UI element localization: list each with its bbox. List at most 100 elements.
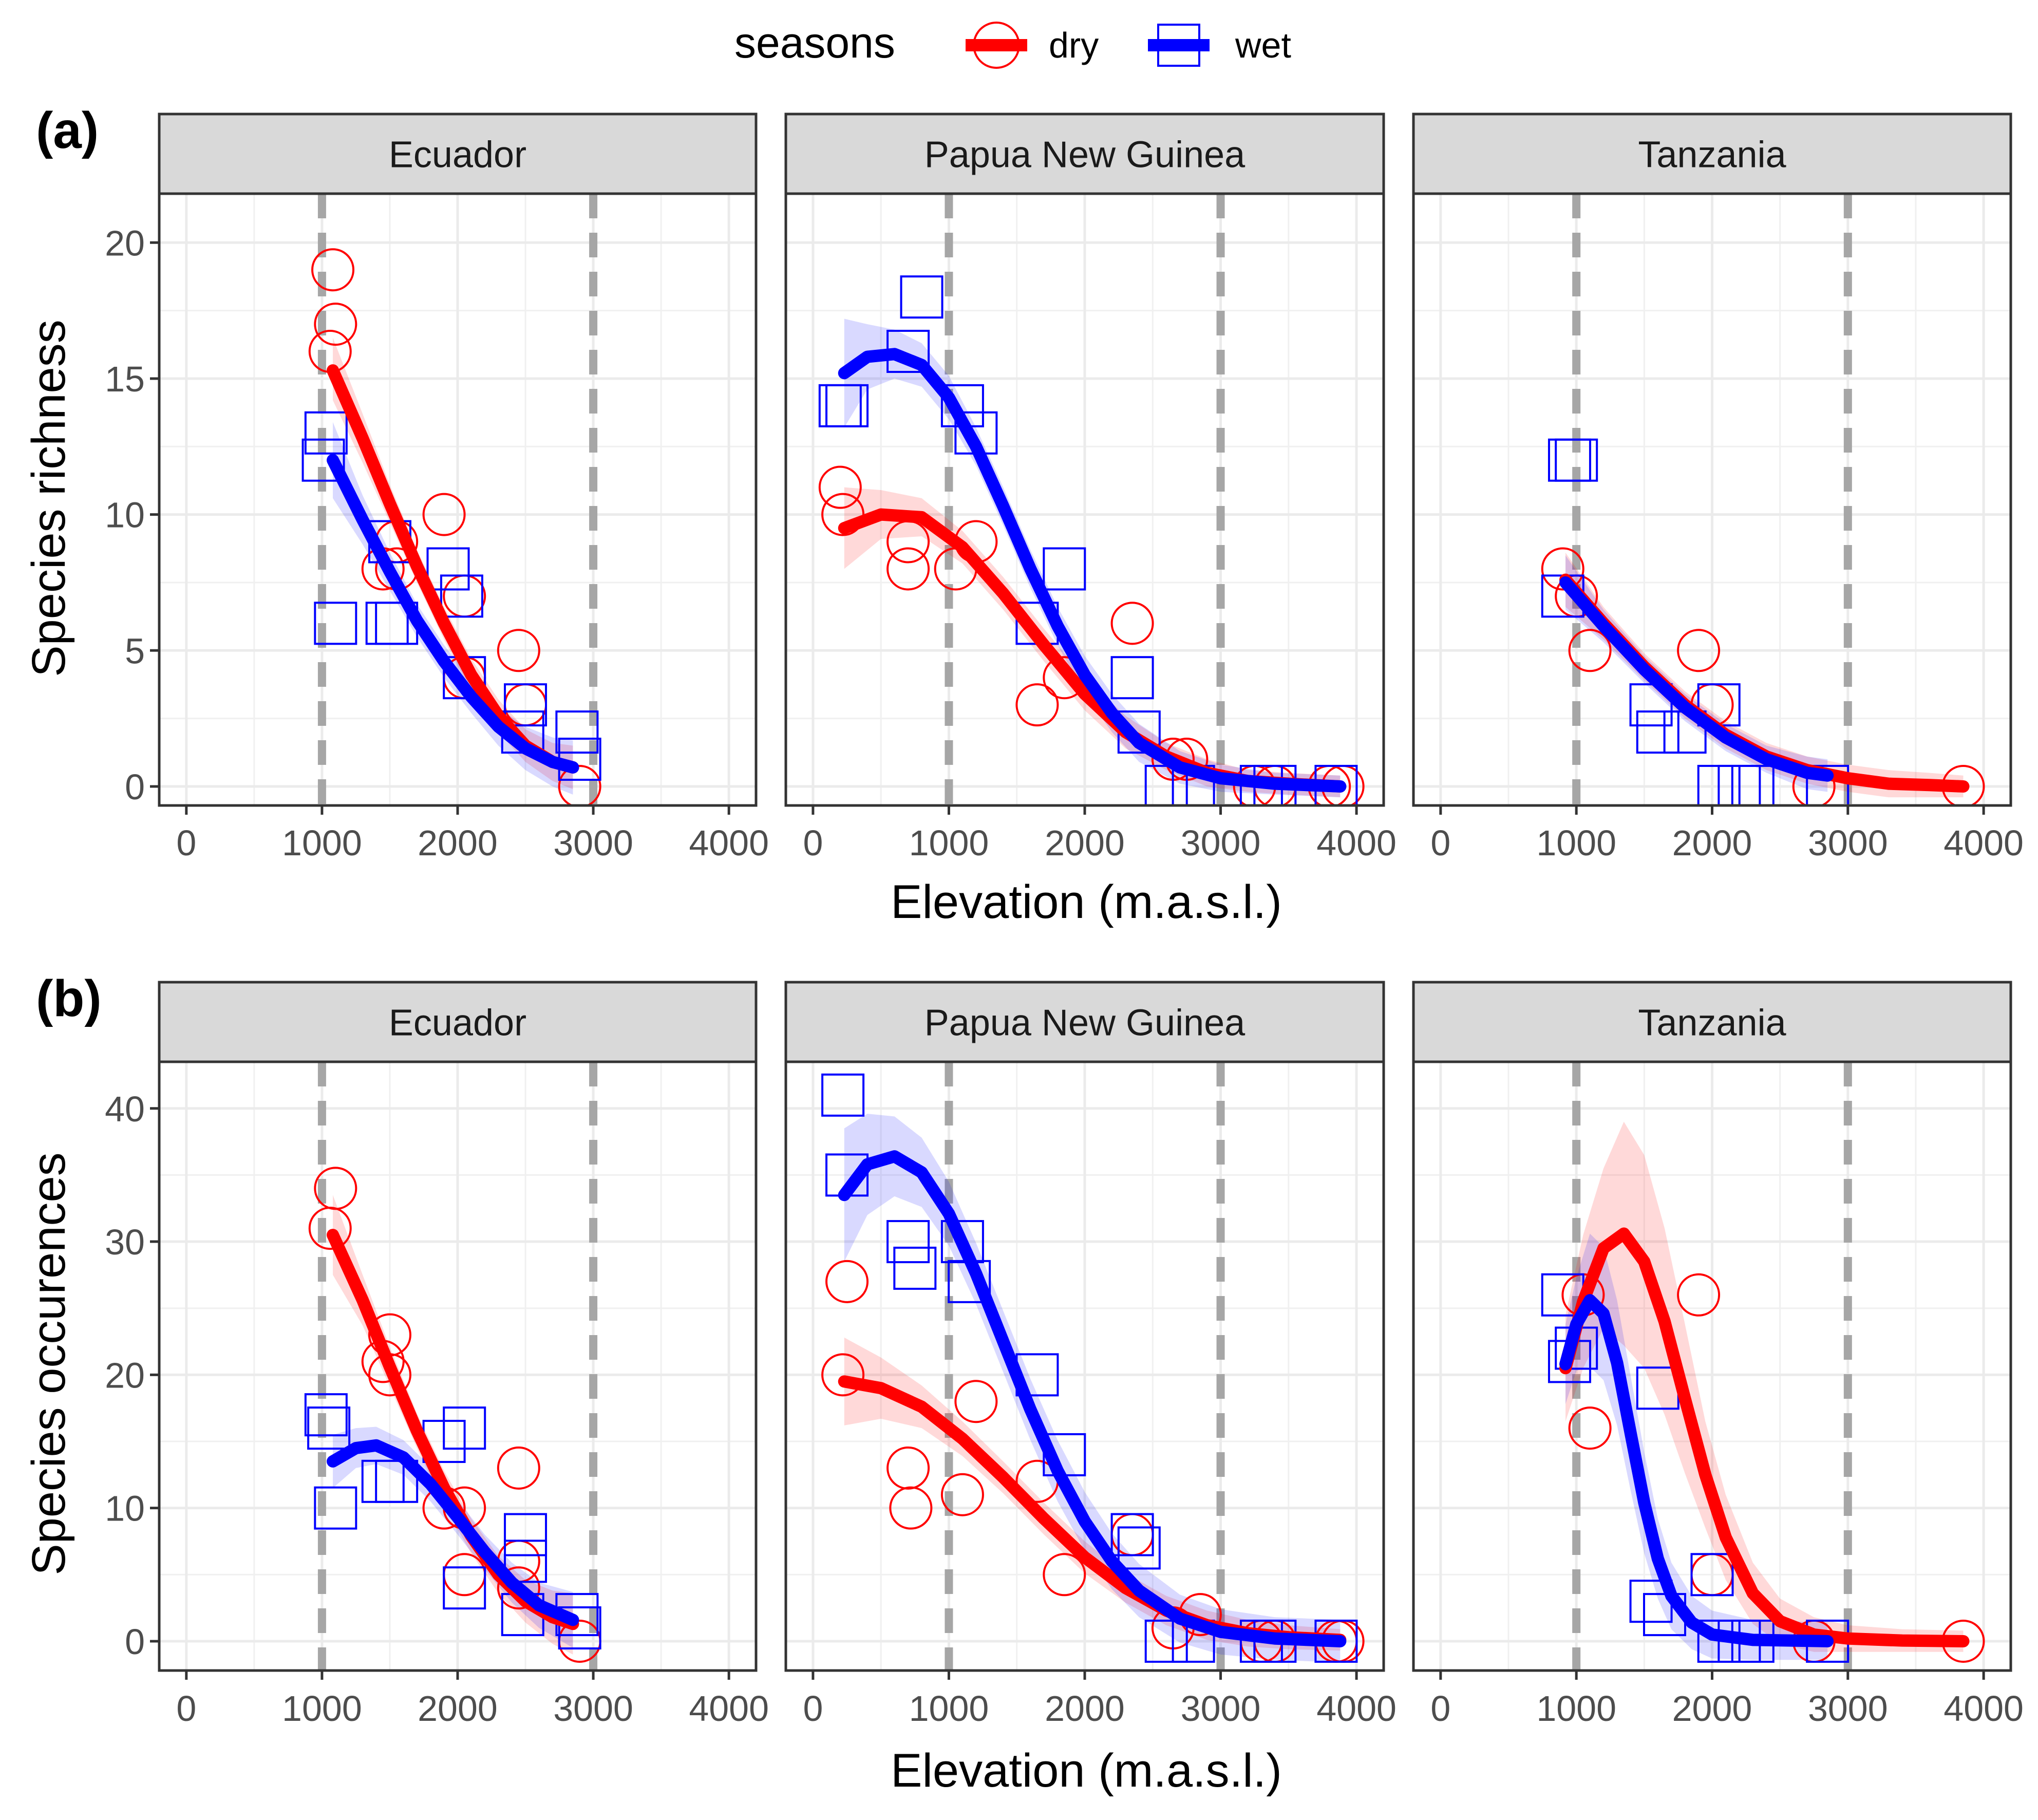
fit-line-dry [1559,1227,1970,1647]
facet-strip [784,112,1385,195]
point-dry [1541,547,1584,591]
y-tick-label: 20 [105,223,145,263]
point-dry [1677,1273,1721,1317]
plot-area [304,1167,601,1663]
facet-a-tanzania: Tanzania 0 1000 2000 3000 4000 [1412,112,2024,863]
x-tick-label: 0 [1430,823,1450,863]
x-tick-label: 3000 [1808,1688,1888,1729]
x-tick-label: 0 [176,1688,196,1729]
facet-strip [158,112,758,195]
x-tick-label: 2000 [1045,823,1125,863]
point-dry [1043,1553,1086,1597]
confidence-band-dry [844,487,1341,798]
y-axis-title-b: Species occurences [23,1152,75,1575]
facet-strip-label: Ecuador [389,1003,526,1044]
point-wet [1110,656,1154,700]
facet-strip [1412,112,2012,195]
point-dry [954,1380,998,1423]
y-tick-label: 40 [105,1089,145,1129]
x-tick-label: 0 [803,1688,823,1729]
point-wet [301,438,345,482]
facet-b-papua-new-guinea: Papua New Guinea 0 1000 2000 3000 4000 [784,981,1397,1729]
x-tick-label: 2000 [418,823,498,863]
legend-label-wet: wet [1235,25,1291,65]
point-dry [497,1566,540,1610]
point-dry [1015,683,1059,727]
point-dry [497,629,540,672]
point-dry [818,465,862,509]
facet-strip-label: Tanzania [1638,135,1786,176]
point-dry [311,248,355,292]
confidence-band-dry [844,1337,1341,1651]
x-tick-label: 1000 [909,823,989,863]
y-tick-label: 0 [125,1622,145,1662]
x-tick-label: 4000 [1316,823,1397,863]
x-tick-label: 2000 [418,1688,498,1729]
y-tick-label: 20 [105,1355,145,1395]
y-tick-label: 10 [105,495,145,535]
point-wet [886,1220,930,1264]
x-tick-label: 4000 [1943,823,2024,863]
x-tick-label: 2000 [1672,1688,1752,1729]
point-dry [1568,629,1612,672]
facet-b-tanzania: Tanzania 0 1000 2000 3000 4000 [1412,981,2024,1729]
facet-strip-label: Tanzania [1638,1003,1786,1044]
x-tick-label: 1000 [282,1688,362,1729]
x-axis-title-a: Elevation (m.a.s.l.) [891,876,1282,928]
legend-title: seasons [734,18,895,67]
x-tick-label: 2000 [1672,823,1752,863]
point-wet [821,1073,865,1117]
point-dry [825,1260,869,1303]
point-wet [893,1246,937,1290]
facet-b-ecuador: Ecuador 0 1000 2000 3000 4000 0 10 20 30 40 [105,981,769,1729]
point-wet [504,683,548,727]
point-wet [940,1220,984,1264]
x-axis-title-b: Elevation (m.a.s.l.) [891,1744,1282,1797]
point-wet [440,574,483,618]
facet-a-ecuador: Ecuador 0 1000 2000 3000 4000 0 5 10 15 20 [105,112,769,863]
x-tick-label: 1000 [282,823,362,863]
point-dry [940,1473,984,1516]
point-wet [1110,1513,1154,1556]
x-tick-label: 4000 [1316,1688,1397,1729]
legend-dry-circle [973,22,1020,69]
point-dry [497,1446,540,1490]
fit-line-wet [838,1150,1347,1647]
point-wet [314,1486,357,1530]
point-wet [900,275,943,319]
x-tick-label: 3000 [1808,823,1888,863]
fit-line-wet [327,1439,579,1626]
row-a: (a) Species richness Elevation (m.a.s.l.… [23,102,2024,928]
point-wet [307,1406,351,1450]
y-tick-label: 10 [105,1489,145,1529]
point-dry [1110,602,1154,645]
point-wet [504,1513,548,1556]
point-wet [1731,764,1775,805]
fit-line-wet [1559,576,1834,782]
x-tick-label: 4000 [689,823,769,863]
point-wet [443,1406,486,1450]
x-tick-label: 3000 [1181,1688,1261,1729]
confidence-band-dry [1565,1121,1964,1652]
point-wet [504,1540,548,1583]
x-tick-label: 0 [176,823,196,863]
plot-area [1541,1121,1985,1663]
facet-a-papua-new-guinea: Papua New Guinea 0 1000 2000 3000 4000 [784,112,1397,863]
x-tick-label: 2000 [1045,1688,1125,1729]
y-axis-title-a: Species richness [23,320,75,677]
x-tick-label: 1000 [1536,823,1616,863]
point-dry [1677,629,1721,672]
point-wet [555,710,599,754]
plot-area [818,275,1365,805]
facet-strip-label: Ecuador [389,135,526,176]
point-wet [443,1566,486,1610]
y-tick-label: 5 [125,631,145,671]
legend-key-wet [1148,24,1210,67]
point-dry [1568,1406,1612,1450]
plot-area [1541,438,1985,805]
x-tick-label: 4000 [1943,1688,2024,1729]
point-wet [1043,547,1086,591]
x-tick-label: 1000 [909,1688,989,1729]
point-wet [314,602,357,645]
